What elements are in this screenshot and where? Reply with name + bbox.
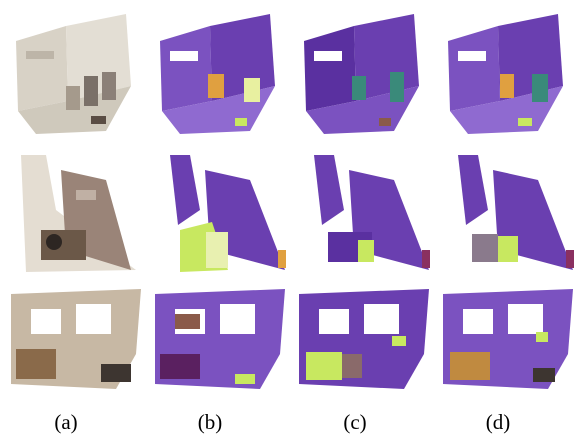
panel-c-row3-topdown-segmentation (294, 284, 434, 394)
panel-a-row1-raw-room (6, 6, 146, 136)
column-label-b: (b) (197, 410, 223, 434)
column-label-a: (a) (54, 410, 78, 434)
topdown-segmentation-b-2 (155, 289, 285, 389)
topdown-pointcloud-raw-2 (11, 289, 141, 389)
topdown-segmentation-d-1 (458, 155, 574, 270)
topdown-segmentation-c-1 (314, 155, 430, 270)
panel-d-row3-topdown-segmentation (438, 284, 577, 394)
panel-a-row3-raw-topdown (6, 284, 146, 394)
panel-b-row3-topdown-segmentation (150, 284, 290, 394)
panel-d-row2-topdown-segmentation (438, 150, 577, 276)
topdown-segmentation-d-2 (443, 289, 573, 389)
panel-b-row2-topdown-segmentation (150, 150, 290, 276)
room-segmentation-d (448, 14, 563, 134)
topdown-segmentation-b-1 (170, 155, 286, 272)
room-segmentation-b (160, 14, 275, 134)
panel-c-row2-topdown-segmentation (294, 150, 434, 276)
room-pointcloud-raw (16, 14, 131, 134)
panel-c-row1-room-segmentation (294, 6, 434, 136)
topdown-pointcloud-raw-1 (21, 155, 136, 272)
room-segmentation-c (304, 14, 419, 134)
column-label-d: (d) (485, 410, 511, 434)
topdown-segmentation-c-2 (299, 289, 429, 389)
column-label-c: (c) (343, 410, 367, 434)
panel-d-row1-room-segmentation (438, 6, 577, 136)
panel-a-row2-raw-topdown (6, 150, 146, 276)
panel-b-row1-room-segmentation (150, 6, 290, 136)
